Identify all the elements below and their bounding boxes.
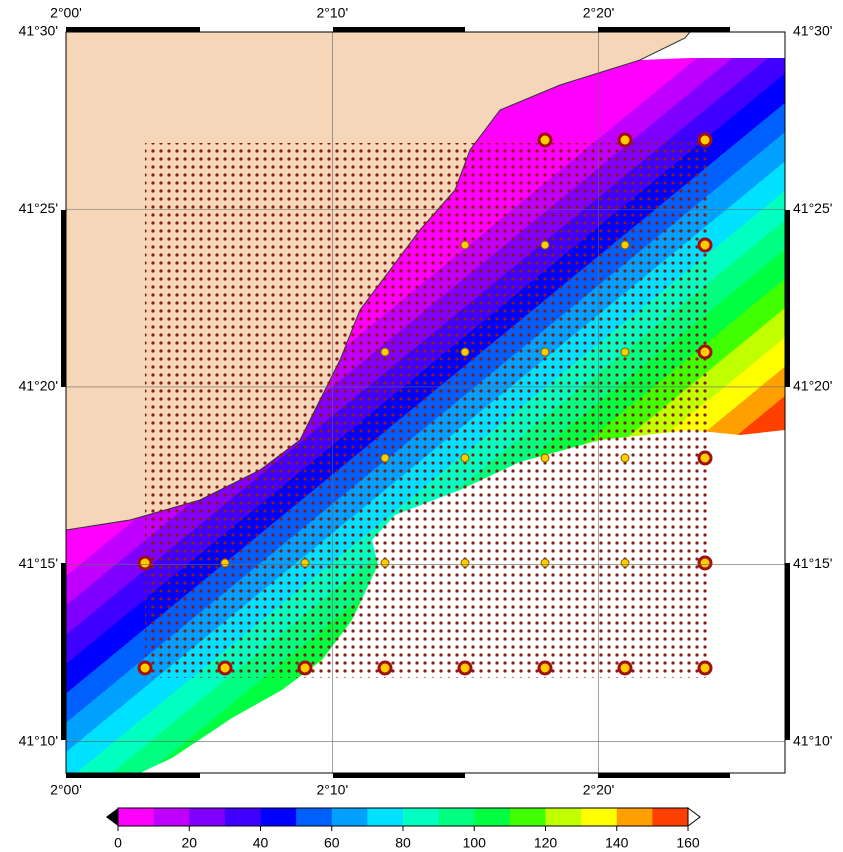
colorbar-label: 40 — [253, 835, 269, 851]
lat-label: 41°15' — [793, 555, 832, 571]
colorbar-segment — [509, 808, 546, 826]
station — [137, 660, 153, 676]
border-bar — [785, 210, 790, 387]
station — [380, 558, 390, 568]
station — [297, 660, 313, 676]
station — [137, 555, 153, 571]
colorbar-label: 120 — [534, 835, 558, 851]
sample-grid — [145, 143, 707, 678]
lat-label: 41°10' — [19, 732, 58, 748]
lon-label: 2°20' — [583, 5, 615, 21]
lat-label: 41°15' — [19, 555, 58, 571]
lat-label: 41°10' — [793, 732, 832, 748]
lat-label: 41°25' — [19, 200, 58, 216]
lat-label: 41°30' — [19, 23, 58, 39]
colorbar-label: 140 — [605, 835, 629, 851]
station — [620, 558, 630, 568]
border-bar — [66, 773, 200, 778]
station — [460, 558, 470, 568]
colorbar-segment — [652, 808, 689, 826]
lat-label: 41°20' — [19, 378, 58, 394]
station — [697, 555, 713, 571]
colorbar-segment — [616, 808, 653, 826]
station — [697, 344, 713, 360]
colorbar-under — [106, 808, 118, 826]
graticule — [66, 32, 785, 773]
lat-label: 41°25' — [793, 200, 832, 216]
station — [617, 132, 633, 148]
station — [620, 347, 630, 357]
lon-label: 2°20' — [583, 782, 615, 798]
station — [537, 660, 553, 676]
station — [620, 240, 630, 250]
lon-label: 2°10' — [317, 5, 349, 21]
station — [697, 660, 713, 676]
lon-label: 2°00' — [50, 5, 82, 21]
station — [380, 347, 390, 357]
border-bar — [333, 773, 465, 778]
border-bar — [333, 27, 465, 32]
station — [540, 558, 550, 568]
station — [697, 132, 713, 148]
colorbar-segment — [438, 808, 475, 826]
colorbar-segment — [403, 808, 440, 826]
colorbar-segment — [474, 808, 511, 826]
station — [620, 453, 630, 463]
colorbar-label: 0 — [114, 835, 122, 851]
colorbar-segment — [581, 808, 618, 826]
lon-label: 2°00' — [50, 782, 82, 798]
station — [697, 237, 713, 253]
lat-label: 41°20' — [793, 378, 832, 394]
border-bar — [598, 27, 730, 32]
station — [220, 558, 230, 568]
colorbar-segment — [118, 808, 155, 826]
colorbar-label: 100 — [463, 835, 487, 851]
map-body — [66, 32, 785, 773]
station — [537, 132, 553, 148]
station — [617, 660, 633, 676]
station — [460, 347, 470, 357]
border-bar — [598, 773, 730, 778]
colorbar-label: 80 — [395, 835, 411, 851]
station — [697, 450, 713, 466]
border-bar — [66, 27, 200, 32]
stations — [137, 132, 713, 676]
station — [217, 660, 233, 676]
colorbar-segment — [260, 808, 297, 826]
colorbar-segment — [224, 808, 261, 826]
colorbar: 0 20 40 60 80 100 120 140 160 — [106, 807, 701, 851]
coordinate-labels: 2°00' 2°00' 2°10' 2°10' 2°20' 2°20' 41°30' 41°3… — [19, 5, 833, 798]
lat-label: 41°30' — [793, 23, 832, 39]
colorbar-segment — [189, 808, 226, 826]
colorbar-segment — [296, 808, 333, 826]
station — [377, 660, 393, 676]
station — [540, 240, 550, 250]
station — [300, 558, 310, 568]
station — [460, 453, 470, 463]
station — [540, 453, 550, 463]
lon-label: 2°10' — [317, 782, 349, 798]
border-bar — [61, 563, 66, 740]
colorbar-segment — [153, 808, 190, 826]
station — [540, 347, 550, 357]
station — [457, 660, 473, 676]
station — [460, 240, 470, 250]
colorbar-segment — [331, 808, 368, 826]
colorbar-segment — [367, 808, 404, 826]
colorbar-segment — [545, 808, 582, 826]
frame-border — [61, 27, 790, 778]
border-bar — [785, 563, 790, 740]
colorbar-label: 60 — [324, 835, 340, 851]
station — [380, 453, 390, 463]
colorbar-over — [687, 807, 701, 827]
colorbar-label: 20 — [181, 835, 197, 851]
border-bar — [61, 210, 66, 387]
colorbar-label: 160 — [676, 835, 700, 851]
